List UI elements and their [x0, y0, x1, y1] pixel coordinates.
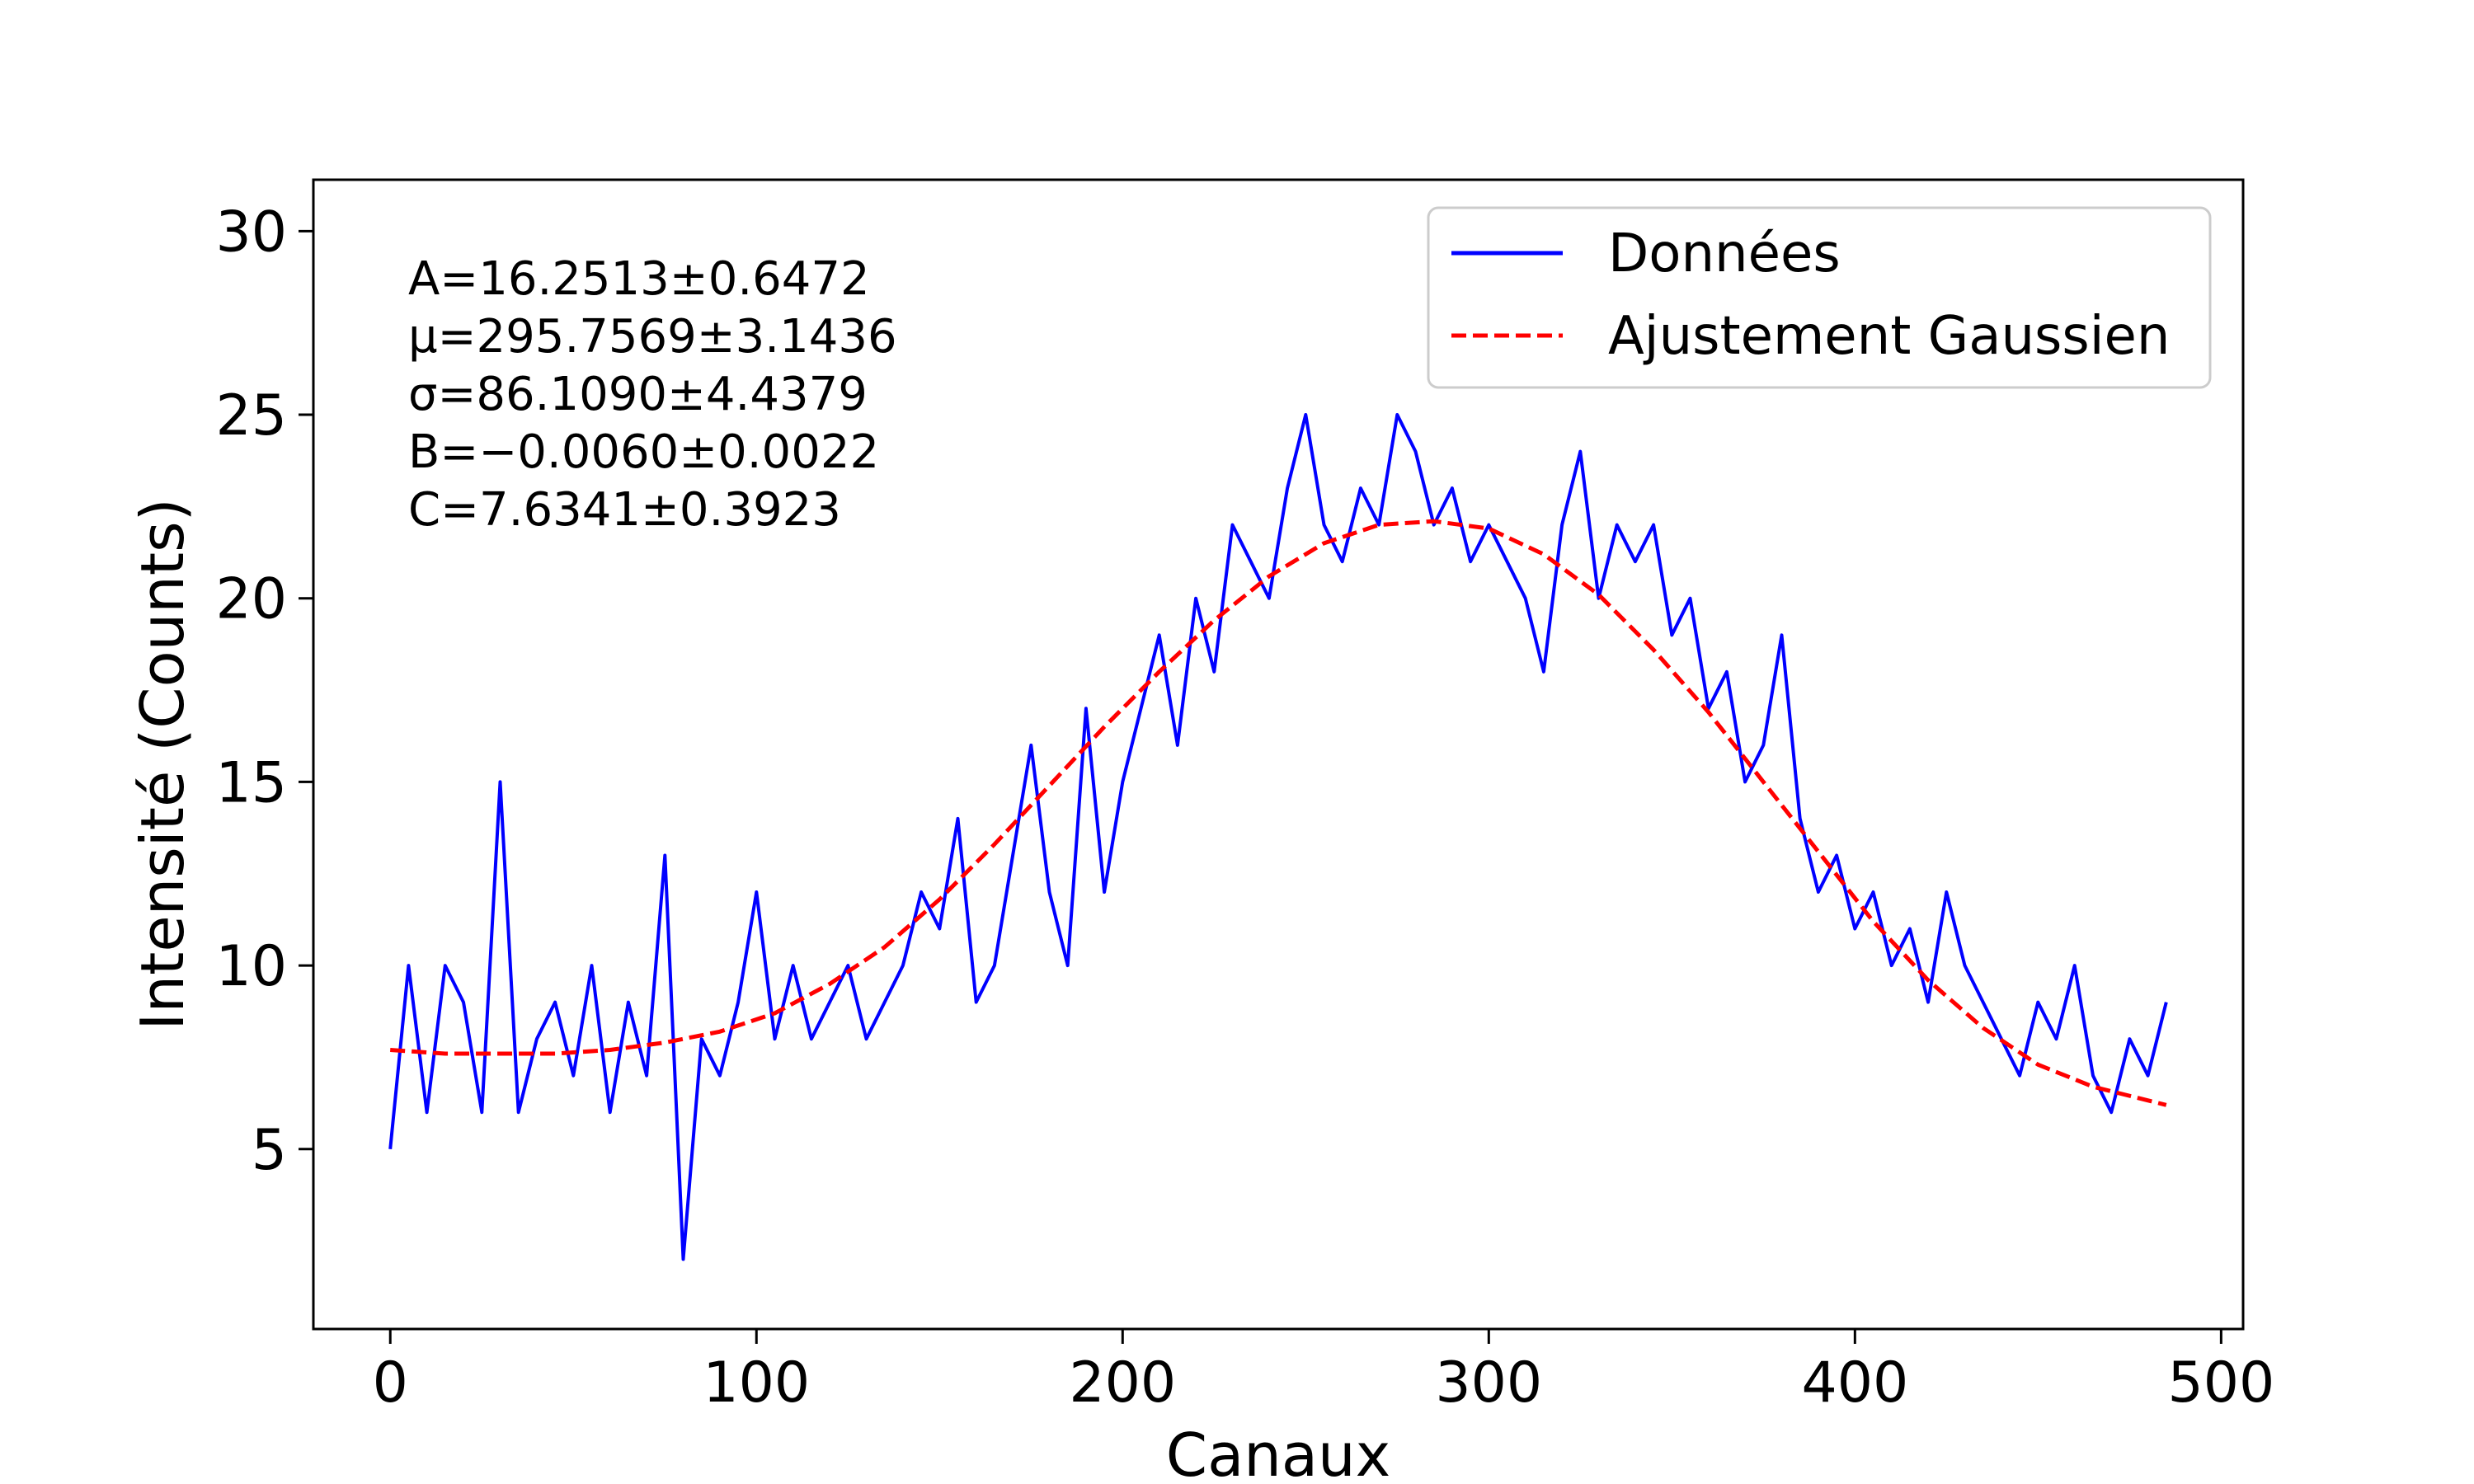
axes-layer: 0 100 200 300 400 500 5 10 15 20 25 30	[215, 178, 2274, 1416]
y-tick-label: 5	[252, 1118, 287, 1183]
legend-label-fit: Ajustement Gaussien	[1608, 306, 2170, 367]
y-tick-label: 25	[215, 383, 287, 448]
x-tick-label: 400	[1801, 1350, 1908, 1416]
x-axis-label: Canaux	[1166, 1421, 1390, 1484]
data-series-line	[388, 413, 2168, 1261]
fit-param-mu: μ=295.7569±3.1436	[408, 310, 897, 364]
x-tick-label: 200	[1069, 1350, 1176, 1416]
x-tick-label: 0	[373, 1350, 408, 1416]
legend-label-data: Données	[1608, 223, 1841, 284]
fit-param-sigma: σ=86.1090±4.4379	[408, 368, 868, 421]
fit-param-c: C=7.6341±0.3923	[408, 483, 841, 537]
fit-parameters: A=16.2513±0.6472 μ=295.7569±3.1436 σ=86.…	[408, 252, 897, 537]
series-layer	[388, 413, 2168, 1261]
fit-param-b: B=−0.0060±0.0022	[408, 425, 879, 479]
legend: Données Ajustement Gaussien	[1427, 206, 2212, 389]
fit-param-a: A=16.2513±0.6472	[408, 252, 870, 306]
y-tick-label: 30	[215, 200, 287, 265]
y-tick-label: 20	[215, 567, 287, 632]
x-tick-label: 500	[2167, 1350, 2274, 1416]
legend-box	[1427, 206, 2212, 389]
y-axis-label: Intensité (Counts)	[128, 498, 197, 1030]
y-tick-label: 10	[215, 934, 287, 999]
fit-curve-line	[390, 519, 2167, 1107]
x-tick-label: 100	[703, 1350, 810, 1416]
plot-frame	[312, 178, 2245, 1331]
x-tick-label: 300	[1435, 1350, 1542, 1416]
y-tick-label: 15	[215, 750, 287, 815]
